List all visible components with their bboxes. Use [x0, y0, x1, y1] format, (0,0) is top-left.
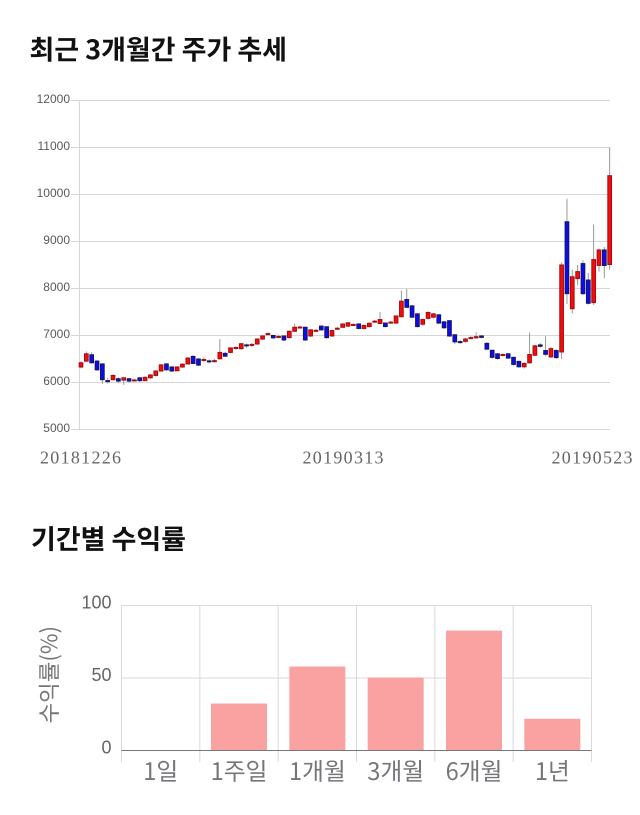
svg-text:7000: 7000 — [43, 327, 70, 341]
svg-text:10000: 10000 — [37, 186, 71, 200]
svg-text:12000: 12000 — [37, 92, 71, 106]
svg-text:20190523: 20190523 — [552, 448, 634, 468]
svg-text:20181226: 20181226 — [40, 448, 122, 468]
svg-text:9000: 9000 — [43, 233, 70, 247]
svg-text:6000: 6000 — [43, 374, 70, 388]
svg-text:20190313: 20190313 — [303, 448, 385, 468]
svg-text:8000: 8000 — [43, 280, 70, 294]
svg-text:50: 50 — [91, 665, 111, 685]
svg-text:11000: 11000 — [38, 139, 71, 153]
svg-text:100: 100 — [81, 593, 111, 613]
svg-text:0: 0 — [101, 738, 111, 758]
svg-text:5000: 5000 — [43, 421, 70, 435]
